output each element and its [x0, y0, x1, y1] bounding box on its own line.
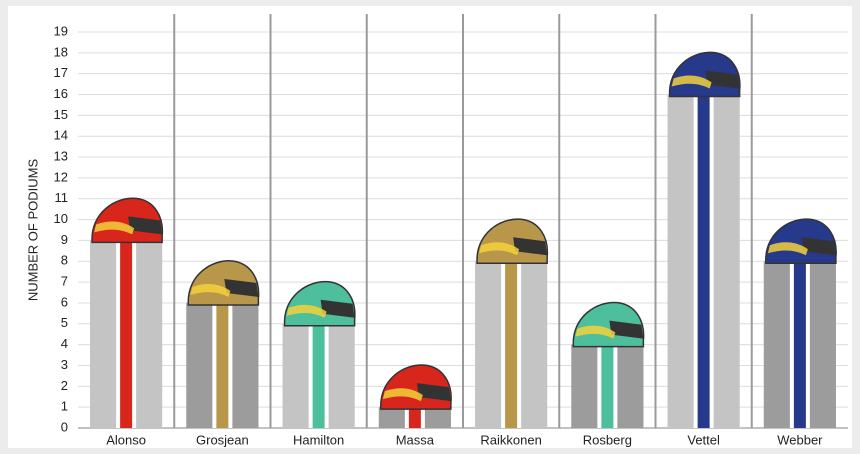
helmet-icon [91, 197, 164, 244]
y-tick-label: 8 [61, 253, 68, 268]
y-tick-label: 2 [61, 378, 68, 393]
helmet-visor [128, 216, 163, 235]
bar-stripe [312, 323, 325, 428]
y-tick-label: 18 [54, 44, 68, 59]
helmet-icon [283, 281, 356, 327]
helmet-visor [609, 320, 644, 339]
bar-stripe [793, 261, 806, 428]
y-tick-label: 9 [61, 232, 68, 247]
helmet-visor [416, 383, 451, 402]
helmet-icon [765, 218, 837, 265]
y-tick-label: 1 [61, 399, 68, 414]
helmet-visor [801, 237, 836, 256]
y-tick-label: 15 [54, 107, 68, 122]
x-tick-label: Hamilton [293, 432, 344, 447]
helmet-stripe [94, 221, 135, 235]
helmet-stripe [575, 325, 616, 339]
helmet-icon [668, 51, 741, 98]
x-tick-label: Webber [777, 432, 823, 447]
bar-stripe [216, 302, 229, 428]
y-tick-label: 13 [54, 148, 68, 163]
helmet-visor [513, 237, 548, 256]
bar-stripe [408, 407, 421, 428]
helmet-stripe [767, 242, 808, 256]
y-tick-label: 3 [61, 357, 68, 372]
y-tick-label: 4 [61, 336, 68, 351]
bar-stripe [601, 344, 614, 428]
helmet-stripe [382, 388, 423, 402]
helmet-visor [320, 299, 355, 318]
y-tick-label: 12 [54, 169, 68, 184]
y-axis-label: NUMBER OF PODIUMS [25, 159, 40, 302]
helmet-visor [705, 70, 740, 89]
y-tick-label: 19 [54, 23, 68, 38]
bar-stripe [505, 261, 518, 428]
bar-stripe [120, 240, 133, 428]
helmet-stripe [671, 75, 712, 89]
helmet-stripe [190, 283, 231, 297]
helmet-icon [187, 260, 260, 306]
y-tick-label: 0 [61, 419, 68, 434]
x-tick-label: Rosberg [583, 432, 632, 447]
y-tick-label: 5 [61, 315, 68, 330]
y-tick-label: 7 [61, 274, 68, 289]
helmet-icon [572, 301, 645, 348]
x-tick-label: Vettel [687, 432, 720, 447]
y-tick-label: 17 [54, 65, 68, 80]
helmet-icon [476, 218, 549, 265]
y-tick-label: 11 [55, 190, 69, 205]
x-tick-label: Alonso [106, 432, 146, 447]
helmet-icon [380, 364, 452, 410]
helmet-stripe [479, 242, 520, 256]
y-tick-label: 6 [61, 294, 68, 309]
helmet-stripe [286, 304, 327, 318]
y-tick-label: 14 [54, 128, 68, 143]
y-tick-label: 10 [54, 211, 68, 226]
x-tick-label: Raikkonen [480, 432, 541, 447]
bar-stripe [697, 94, 710, 429]
y-tick-label: 16 [54, 86, 68, 101]
x-tick-label: Grosjean [196, 432, 249, 447]
x-tick-label: Massa [396, 432, 435, 447]
helmet-visor [224, 278, 259, 297]
